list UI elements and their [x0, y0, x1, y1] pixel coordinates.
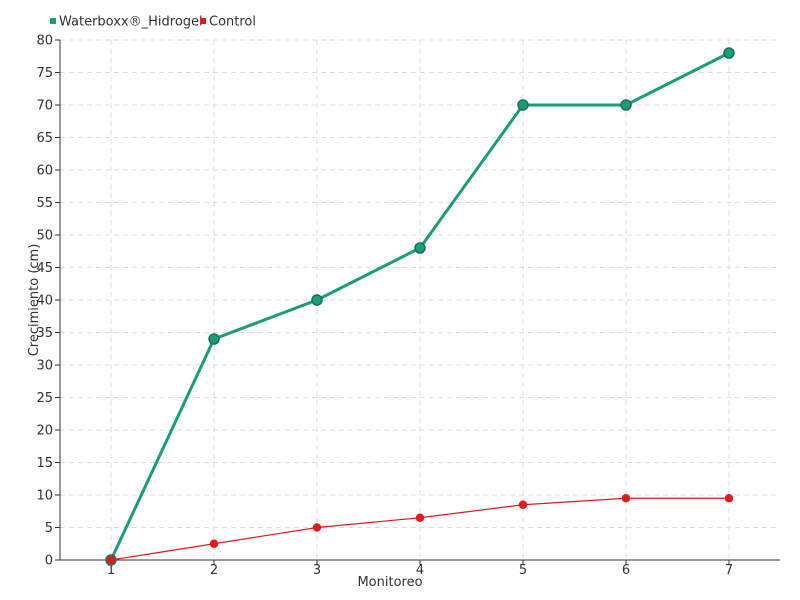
y-tick-label: 5	[45, 521, 53, 536]
y-tick-label: 0	[45, 554, 53, 569]
y-tick-label: 80	[36, 34, 53, 49]
x-tick-label: 2	[210, 563, 218, 578]
y-tick-label: 40	[36, 294, 53, 309]
data-point	[724, 494, 734, 503]
data-point	[209, 539, 219, 548]
data-point	[723, 47, 735, 59]
data-point	[415, 513, 425, 522]
data-point	[312, 523, 322, 532]
data-point	[620, 99, 632, 111]
legend-swatch	[200, 18, 206, 24]
y-tick-label: 75	[36, 66, 53, 81]
x-tick-label: 5	[519, 563, 527, 578]
data-point	[414, 242, 426, 254]
y-tick-label: 10	[36, 489, 53, 504]
data-point	[106, 555, 116, 565]
x-tick-label: 6	[622, 563, 630, 578]
x-tick-label: 7	[725, 563, 733, 578]
data-point	[518, 500, 528, 509]
data-point	[311, 294, 323, 306]
y-tick-label: 50	[36, 229, 53, 244]
x-tick-label: 3	[313, 563, 321, 578]
legend: Waterboxx®_Hidrogel Control	[50, 15, 256, 30]
x-tick-label: 4	[416, 563, 424, 578]
y-tick-label: 20	[36, 424, 53, 439]
y-tick-label: 30	[36, 359, 53, 374]
y-tick-label: 65	[36, 131, 53, 146]
data-point	[208, 333, 220, 345]
y-tick-label: 15	[36, 456, 53, 471]
y-tick-label: 55	[36, 196, 53, 211]
series-layer	[105, 47, 735, 566]
y-tick-label: 70	[36, 99, 53, 114]
y-axis-title: Crecimiento (cm)	[27, 244, 42, 357]
legend-swatch	[50, 18, 56, 24]
legend-label: Waterboxx®_Hidrogel	[59, 15, 203, 30]
y-tick-label: 35	[36, 326, 53, 341]
data-point	[621, 494, 631, 503]
data-point	[517, 99, 529, 111]
y-tick-label: 25	[36, 391, 53, 406]
grid-layer	[60, 39, 780, 560]
legend-label: Control	[209, 15, 256, 30]
x-tick-label: 1	[107, 563, 115, 578]
x-axis-title: Monitoreo	[357, 575, 422, 590]
y-tick-label: 45	[36, 261, 53, 276]
y-tick-label: 60	[36, 164, 53, 179]
